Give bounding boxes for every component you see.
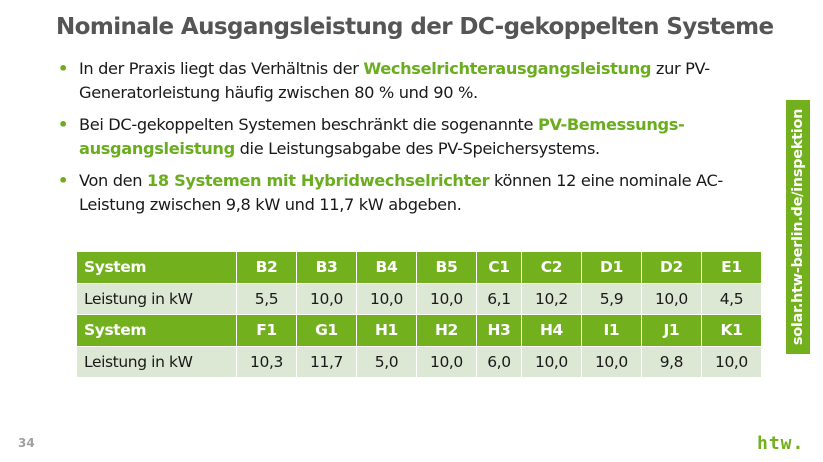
table-cell: 6,0 — [475, 345, 522, 378]
table-header-cell: C1 — [475, 251, 522, 284]
table-header-cell: E1 — [700, 251, 763, 284]
table-cell: 10,0 — [580, 345, 642, 378]
table-cell: 10,0 — [415, 282, 477, 315]
bullet-item: • Von den 18 Systemen mit Hybridwechselr… — [56, 169, 756, 216]
table-header-cell: F1 — [236, 314, 297, 347]
bullet-dot-icon: • — [58, 59, 68, 78]
table-cell: 4,5 — [700, 282, 763, 315]
table-cell: 9,8 — [640, 345, 702, 378]
slide-title: Nominale Ausgangsleistung der DC-gekoppe… — [56, 14, 774, 40]
table-header-cell: B5 — [415, 251, 477, 284]
table-cell: 10,2 — [520, 282, 582, 315]
table-cell: 10,0 — [355, 282, 417, 315]
bullet-highlight: 18 Systemen mit Hybridwechselrichter — [146, 171, 490, 190]
table-cell: 5,0 — [355, 345, 417, 378]
table-header-cell: J1 — [640, 314, 702, 347]
table-header-cell: I1 — [580, 314, 642, 347]
table-header-cell: D2 — [640, 251, 702, 284]
table-cell: 10,3 — [236, 345, 297, 378]
sidebar-url-text: solar.htw-berlin.de/inspektion — [790, 108, 807, 346]
bullet-text: können 12 eine nominale AC-Leistung zwis… — [79, 171, 723, 214]
table-cell: 10,0 — [295, 282, 357, 315]
table-row-label: Leistung in kW — [76, 282, 237, 315]
table-header-cell: H2 — [415, 314, 477, 347]
table-header-label: System — [76, 314, 237, 347]
table-header-cell: C2 — [520, 251, 582, 284]
table-cell: 10,0 — [700, 345, 763, 378]
bullet-text: Bei DC-gekoppelten Systemen beschränkt d… — [79, 115, 538, 134]
table-cell: 10,0 — [520, 345, 582, 378]
table-cell: 5,5 — [236, 282, 297, 315]
bullet-text: die Leistungsabgabe des PV-Speichersyste… — [234, 138, 601, 158]
table-header-cell: H3 — [475, 314, 522, 347]
table-cell: 6,1 — [475, 282, 522, 315]
table-header-cell: D1 — [580, 251, 642, 284]
bullet-item: • Bei DC-gekoppelten Systemen beschränkt… — [56, 113, 756, 160]
power-table: System B2 B3 B4 B5 C1 C2 D1 D2 E1 Leistu… — [76, 251, 763, 378]
bullet-highlight: PV-Bemessungs-ausgangsleistung — [79, 115, 685, 158]
bullet-item: • In der Praxis liegt das Verhältnis der… — [56, 57, 756, 104]
table-header-cell: B4 — [355, 251, 417, 284]
table-row-label: Leistung in kW — [76, 345, 237, 378]
url-sidebar: solar.htw-berlin.de/inspektion — [786, 100, 810, 354]
table-header-row: System B2 B3 B4 B5 C1 C2 D1 D2 E1 — [76, 251, 763, 284]
bullet-list: • In der Praxis liegt das Verhältnis der… — [56, 57, 756, 225]
bullet-text: zur PV-Generatorleistung häufig zwischen… — [79, 59, 710, 102]
table-header-cell: H1 — [355, 314, 417, 347]
table-cell: 11,7 — [295, 345, 357, 378]
table-cell: 10,0 — [640, 282, 702, 315]
bullet-text: In der Praxis liegt das Verhältnis der — [79, 59, 364, 78]
bullet-text: Von den — [79, 171, 147, 190]
page-number: 34 — [18, 436, 35, 450]
bullet-highlight: Wechselrichterausgangsleistung — [363, 59, 652, 78]
table-cell: 10,0 — [415, 345, 477, 378]
table-row: Leistung in kW 10,3 11,7 5,0 10,0 6,0 10… — [76, 345, 763, 378]
table-cell: 5,9 — [580, 282, 642, 315]
table-header-cell: K1 — [700, 314, 763, 347]
table-header-label: System — [76, 251, 237, 284]
table-header-cell: B3 — [295, 251, 357, 284]
table-header-row: System F1 G1 H1 H2 H3 H4 I1 J1 K1 — [76, 314, 763, 347]
table-header-cell: H4 — [520, 314, 582, 347]
htw-logo-icon: htw. — [757, 433, 805, 454]
table-row: Leistung in kW 5,5 10,0 10,0 10,0 6,1 10… — [76, 282, 763, 315]
bullet-dot-icon: • — [58, 171, 68, 190]
table-header-cell: B2 — [236, 251, 297, 284]
bullet-dot-icon: • — [58, 115, 68, 134]
table-header-cell: G1 — [295, 314, 357, 347]
